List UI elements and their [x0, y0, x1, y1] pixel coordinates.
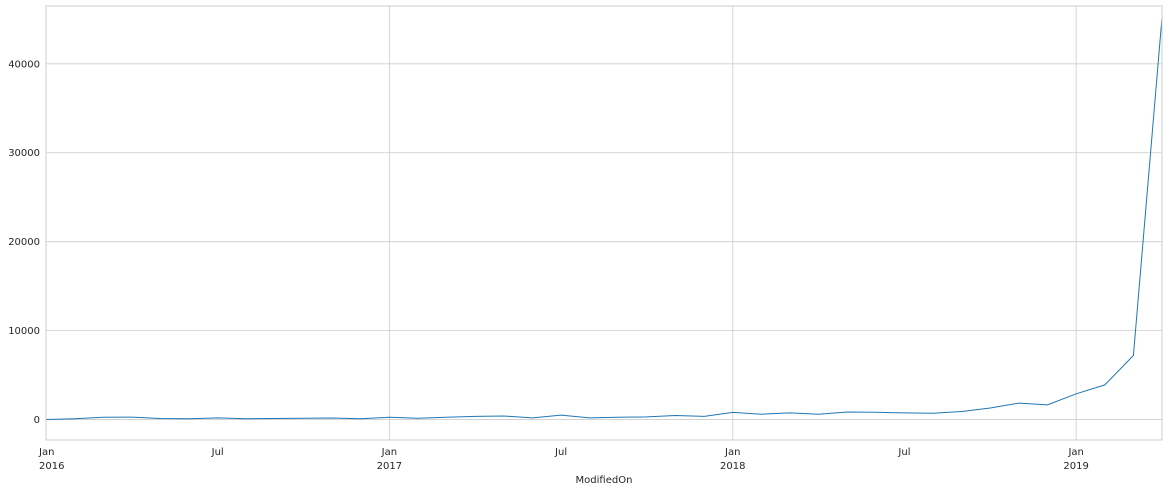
- x-tick-label: Jul: [554, 447, 567, 458]
- y-gridlines: [46, 63, 1162, 420]
- x-tick-label: Jan: [38, 447, 54, 458]
- x-tick-label: Jul: [897, 447, 910, 458]
- x-tick-label: Jan: [381, 447, 397, 458]
- y-tick-label: 10000: [8, 326, 40, 337]
- x-tick-label-year: 2016: [39, 461, 64, 472]
- series-line: [45, 17, 1163, 420]
- plot-background: [46, 6, 1162, 440]
- series-group: [45, 17, 1163, 420]
- y-tick-label: 30000: [8, 148, 40, 159]
- x-tick-label: Jan: [724, 447, 740, 458]
- x-tick-labels: Jan 2016 Jul Jan 2017 Jul Jan 2018 Jul Jan 2019: [38, 447, 1089, 472]
- y-tick-label: 20000: [8, 237, 40, 248]
- x-tick-label-year: 2017: [377, 461, 402, 472]
- plot-frame: [45, 5, 1163, 441]
- x-tick-label-year: 2018: [720, 461, 745, 472]
- x-tick-label: Jul: [211, 447, 224, 458]
- y-tick-label: 40000: [8, 59, 40, 70]
- y-tick-labels: 0 10000 20000 30000 40000: [8, 59, 40, 426]
- y-tick-label: 0: [34, 415, 40, 426]
- x-axis-label: ModifiedOn: [576, 475, 633, 486]
- x-tick-label-year: 2019: [1063, 461, 1088, 472]
- x-tick-label: Jan: [1067, 447, 1083, 458]
